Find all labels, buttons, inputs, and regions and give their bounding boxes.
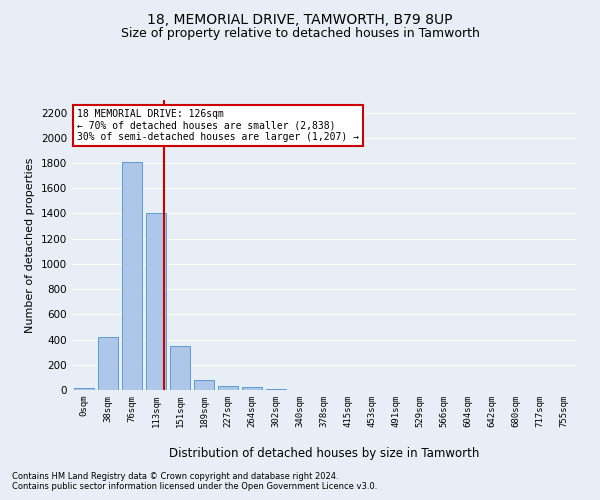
Text: 18 MEMORIAL DRIVE: 126sqm
← 70% of detached houses are smaller (2,838)
30% of se: 18 MEMORIAL DRIVE: 126sqm ← 70% of detac… bbox=[77, 108, 359, 142]
Bar bbox=[98, 337, 118, 390]
Text: Distribution of detached houses by size in Tamworth: Distribution of detached houses by size … bbox=[169, 448, 479, 460]
Bar bbox=[146, 214, 166, 390]
Bar bbox=[218, 386, 238, 390]
Text: 18, MEMORIAL DRIVE, TAMWORTH, B79 8UP: 18, MEMORIAL DRIVE, TAMWORTH, B79 8UP bbox=[147, 12, 453, 26]
Text: Size of property relative to detached houses in Tamworth: Size of property relative to detached ho… bbox=[121, 28, 479, 40]
Bar bbox=[242, 387, 262, 390]
Bar bbox=[122, 162, 142, 390]
Bar bbox=[170, 346, 190, 390]
Text: Contains public sector information licensed under the Open Government Licence v3: Contains public sector information licen… bbox=[12, 482, 377, 491]
Y-axis label: Number of detached properties: Number of detached properties bbox=[25, 158, 35, 332]
Bar bbox=[194, 380, 214, 390]
Bar bbox=[74, 388, 94, 390]
Text: Contains HM Land Registry data © Crown copyright and database right 2024.: Contains HM Land Registry data © Crown c… bbox=[12, 472, 338, 481]
